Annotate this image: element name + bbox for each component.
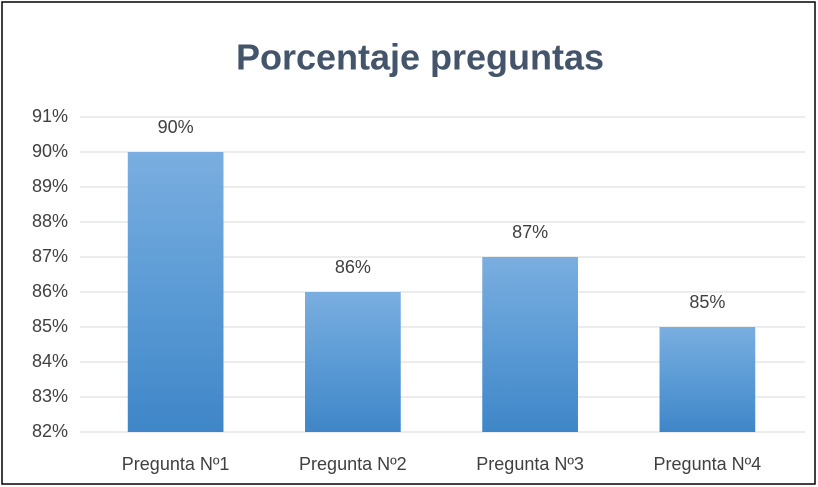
data-label: 85% bbox=[689, 292, 725, 312]
x-tick-label: Pregunta Nº2 bbox=[299, 454, 407, 474]
y-tick-label: 85% bbox=[32, 316, 68, 336]
bar bbox=[305, 292, 401, 432]
y-tick-label: 83% bbox=[32, 386, 68, 406]
y-tick-label: 89% bbox=[32, 176, 68, 196]
chart-title: Porcentaje preguntas bbox=[236, 37, 604, 78]
x-tick-label: Pregunta Nº1 bbox=[122, 454, 230, 474]
y-tick-label: 82% bbox=[32, 421, 68, 441]
bar bbox=[127, 152, 224, 432]
y-tick-label: 88% bbox=[32, 211, 68, 231]
bar bbox=[659, 327, 756, 432]
x-tick-label: Pregunta Nº4 bbox=[654, 454, 762, 474]
data-label: 90% bbox=[158, 117, 194, 137]
x-tick-label: Pregunta Nº3 bbox=[476, 454, 584, 474]
y-tick-label: 84% bbox=[32, 351, 68, 371]
y-tick-label: 87% bbox=[32, 246, 68, 266]
y-tick-label: 86% bbox=[32, 281, 68, 301]
data-label: 86% bbox=[335, 257, 371, 277]
data-label: 87% bbox=[512, 222, 548, 242]
y-tick-label: 90% bbox=[32, 141, 68, 161]
y-tick-label: 91% bbox=[32, 106, 68, 126]
bar bbox=[482, 257, 578, 432]
